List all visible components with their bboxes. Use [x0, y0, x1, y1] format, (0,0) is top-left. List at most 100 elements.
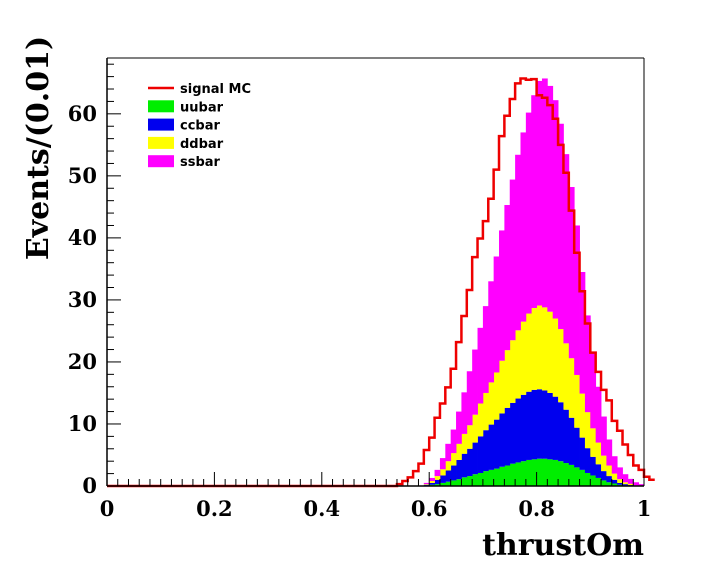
y-tick-label: 0 [82, 473, 97, 498]
bar-uubar [434, 484, 441, 486]
bar-ccbar [584, 448, 591, 473]
bar-ssbar [509, 179, 516, 341]
bar-ccbar [563, 409, 570, 464]
bar-ddbar [461, 433, 468, 454]
bar-uubar [574, 467, 580, 486]
bar-ccbar [429, 482, 435, 485]
bar-ddbar [499, 360, 505, 414]
bar-ccbar [477, 436, 484, 473]
bar-uubar [552, 459, 559, 486]
bar-uubar [536, 458, 543, 486]
bar-ssbar [601, 416, 607, 456]
bar-ccbar [499, 413, 505, 467]
bar-ssbar [515, 154, 521, 331]
bar-uubar [456, 479, 462, 486]
bar-uubar [450, 480, 457, 486]
bar-ccbar [611, 479, 618, 484]
bar-ddbar [547, 311, 554, 393]
bar-ssbar [531, 95, 537, 308]
bar-ccbar [590, 456, 597, 476]
bar-ssbar [633, 482, 640, 486]
x-tick-label: 0.4 [304, 496, 341, 521]
bar-ccbar [456, 459, 462, 480]
bar-ccbar [617, 482, 623, 485]
bar-ssbar [461, 392, 468, 434]
bar-ssbar [563, 154, 570, 344]
x-tick-label: 0.2 [196, 496, 233, 521]
bar-uubar [606, 482, 613, 486]
bar-ccbar [434, 479, 441, 485]
bar-ddbar [579, 393, 586, 438]
bar-uubar [568, 464, 575, 486]
bar-ccbar [601, 471, 607, 481]
bar-ddbar [595, 442, 602, 465]
bar-ddbar [423, 484, 430, 485]
bar-ssbar [482, 306, 489, 393]
bar-ddbar [606, 465, 613, 477]
x-tick-label: 0.8 [518, 496, 555, 521]
bar-ddbar [568, 358, 575, 418]
bar-ddbar [429, 481, 435, 483]
signal-mc-line [107, 77, 655, 488]
bar-ccbar [541, 390, 548, 459]
bar-uubar [531, 459, 537, 486]
bar-ccbar [574, 427, 580, 468]
bar-ddbar [617, 479, 623, 483]
bar-ddbar [520, 321, 527, 395]
y-axis-title: Events/(0.01) [21, 36, 56, 260]
bar-ddbar [472, 414, 478, 443]
y-tick-label: 50 [68, 163, 97, 188]
x-tick-label: 1 [637, 496, 652, 521]
legend-label: uubar [180, 100, 224, 115]
bar-ssbar [536, 80, 543, 306]
bar-uubar [439, 482, 446, 486]
bar-ssbar [541, 78, 548, 308]
bar-ccbar [536, 389, 543, 459]
bar-uubar [499, 466, 505, 486]
bar-uubar [547, 459, 554, 486]
bar-ddbar [504, 350, 511, 408]
bar-uubar [461, 477, 468, 486]
y-tick-label: 10 [68, 411, 97, 436]
bar-ddbar [515, 330, 521, 399]
bar-uubar [584, 472, 591, 486]
bar-ssbar [488, 281, 495, 383]
bar-ccbar [552, 396, 559, 460]
stacked-bars [423, 78, 645, 486]
legend-label: ssbar [180, 155, 221, 170]
bar-uubar [590, 475, 597, 486]
bar-ccbar [504, 407, 511, 466]
bar-ssbar [456, 411, 462, 444]
bar-uubar [525, 459, 532, 486]
bar-ccbar [547, 392, 554, 460]
bar-ddbar [611, 473, 618, 480]
bar-ddbar [477, 403, 484, 437]
bar-ssbar [552, 100, 559, 319]
bar-uubar [488, 469, 495, 486]
bar-ddbar [488, 382, 495, 425]
bar-uubar [493, 468, 500, 486]
bar-ccbar [472, 442, 478, 475]
bar-uubar [541, 458, 548, 486]
bar-ssbar [590, 353, 597, 429]
bar-ddbar [445, 461, 452, 471]
bar-uubar [611, 483, 618, 486]
bar-ssbar [638, 484, 645, 486]
bar-ssbar [493, 256, 500, 373]
bar-ccbar [461, 453, 468, 478]
bar-ssbar [606, 439, 613, 466]
legend: signal MC uubar ccbar ddbar ssbar [148, 82, 251, 170]
bar-uubar [579, 469, 586, 486]
bar-uubar [563, 463, 570, 486]
bar-ccbar [531, 389, 537, 460]
bar-ddbar [525, 313, 532, 392]
bar-ddbar [541, 307, 548, 391]
bar-ssbar [499, 230, 505, 361]
bar-ssbar [617, 467, 623, 480]
bar-ddbar [493, 372, 500, 420]
bar-ssbar [429, 477, 435, 482]
bar-ddbar [456, 443, 462, 460]
bar-ssbar [477, 327, 484, 404]
